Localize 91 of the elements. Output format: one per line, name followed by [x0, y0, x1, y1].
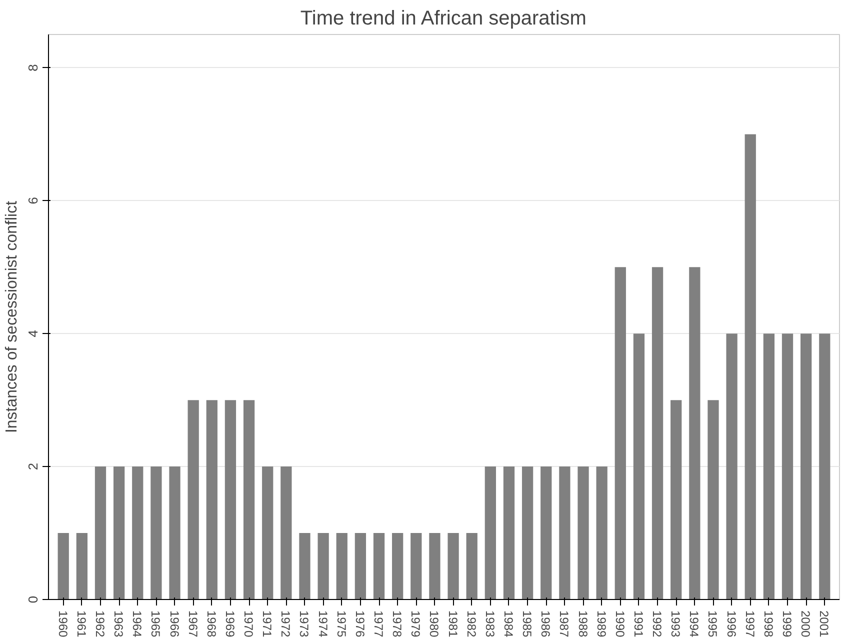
bar: [280, 466, 292, 600]
x-tick-label: 1967: [186, 610, 200, 638]
y-tick-label: 4: [26, 330, 40, 338]
x-tick-label: 1988: [576, 610, 590, 638]
x-tick-label: 1981: [446, 610, 460, 638]
x-tick-label: 1990: [612, 610, 627, 638]
x-tick-label: 1998: [761, 610, 776, 638]
bar: [800, 334, 812, 600]
x-tick-label: 1992: [650, 610, 664, 638]
x-tick-label: 1994: [687, 610, 702, 638]
x-tick-label: 1978: [390, 610, 404, 638]
x-tick-label: 1961: [74, 610, 88, 638]
bar: [94, 466, 106, 600]
x-tick-label: 1976: [352, 610, 367, 638]
x-tick-label: 1963: [112, 610, 126, 638]
x-tick-label: 1962: [92, 610, 107, 638]
bar: [354, 533, 366, 600]
bar: [318, 533, 329, 600]
bar: [336, 533, 348, 600]
bar: [373, 533, 385, 600]
x-tick-label: 1972: [278, 610, 293, 638]
chart-title: Time trend in African separatism: [300, 8, 586, 30]
x-tick-label: 1985: [520, 610, 534, 638]
bar: [448, 533, 459, 600]
bar: [540, 466, 552, 600]
x-tick-label: 1966: [167, 610, 182, 638]
bar: [596, 466, 608, 600]
bar: [169, 466, 180, 600]
x-tick-label: 1973: [297, 610, 312, 638]
x-tick-label: 1993: [668, 610, 683, 638]
bar: [782, 334, 794, 600]
bar: [708, 400, 719, 600]
x-tick-label: 1986: [538, 610, 553, 638]
bar: [559, 466, 570, 600]
x-tick-label: 2001: [817, 610, 832, 638]
x-tick-label: 2000: [798, 610, 813, 638]
bar: [262, 466, 274, 600]
bar: [744, 134, 756, 600]
bar: [410, 533, 422, 600]
y-tick-label: 8: [26, 64, 40, 72]
x-tick-label: 1980: [427, 610, 442, 638]
x-tick-label: 1991: [631, 610, 646, 638]
y-tick-label: 6: [26, 197, 40, 204]
bar: [206, 400, 218, 600]
bar: [243, 400, 255, 600]
bar: [132, 466, 144, 600]
bar: [188, 400, 199, 600]
bar: [652, 267, 664, 600]
bar: [58, 533, 69, 600]
x-tick-label: 1983: [482, 610, 497, 638]
x-tick-label: 1969: [222, 610, 237, 638]
x-tick-label: 1975: [334, 610, 348, 638]
bar: [689, 267, 700, 600]
bar: [224, 400, 236, 600]
bar: [726, 334, 738, 600]
y-tick-label: 0: [26, 596, 40, 604]
bar: [763, 334, 775, 600]
bar: [819, 334, 830, 600]
x-tick-label: 1989: [594, 610, 608, 638]
x-tick-label: 1977: [372, 610, 386, 638]
bar: [503, 466, 515, 600]
x-tick-label: 1964: [130, 610, 144, 638]
x-tick-label: 1971: [260, 610, 274, 638]
x-tick-label: 1984: [501, 610, 516, 638]
x-tick-label: 1979: [408, 610, 423, 638]
x-tick-label: 1987: [557, 610, 572, 638]
bar: [466, 533, 478, 600]
bar: [614, 267, 626, 600]
bar: [633, 334, 645, 600]
y-tick-label: 2: [26, 462, 40, 470]
x-tick-label: 1995: [706, 610, 720, 638]
bar: [484, 466, 496, 600]
bar: [522, 466, 534, 600]
bar: [299, 533, 310, 600]
y-axis-title: Instances of secessionist conflict: [4, 200, 20, 434]
bar: [150, 466, 162, 600]
bar: [392, 533, 404, 600]
bar: [670, 400, 682, 600]
bar: [429, 533, 440, 600]
bar: [113, 466, 125, 600]
x-tick-label: 1968: [204, 610, 218, 638]
bar: [76, 533, 88, 600]
x-tick-label: 1970: [242, 610, 256, 638]
x-tick-label: 1974: [316, 610, 330, 638]
x-tick-label: 1996: [724, 610, 738, 638]
bar: [578, 466, 589, 600]
x-tick-label: 1960: [56, 610, 70, 638]
x-tick-label: 1965: [148, 610, 163, 638]
x-tick-label: 1999: [780, 610, 794, 638]
x-tick-label: 1982: [464, 610, 478, 638]
x-tick-label: 1997: [742, 610, 757, 638]
